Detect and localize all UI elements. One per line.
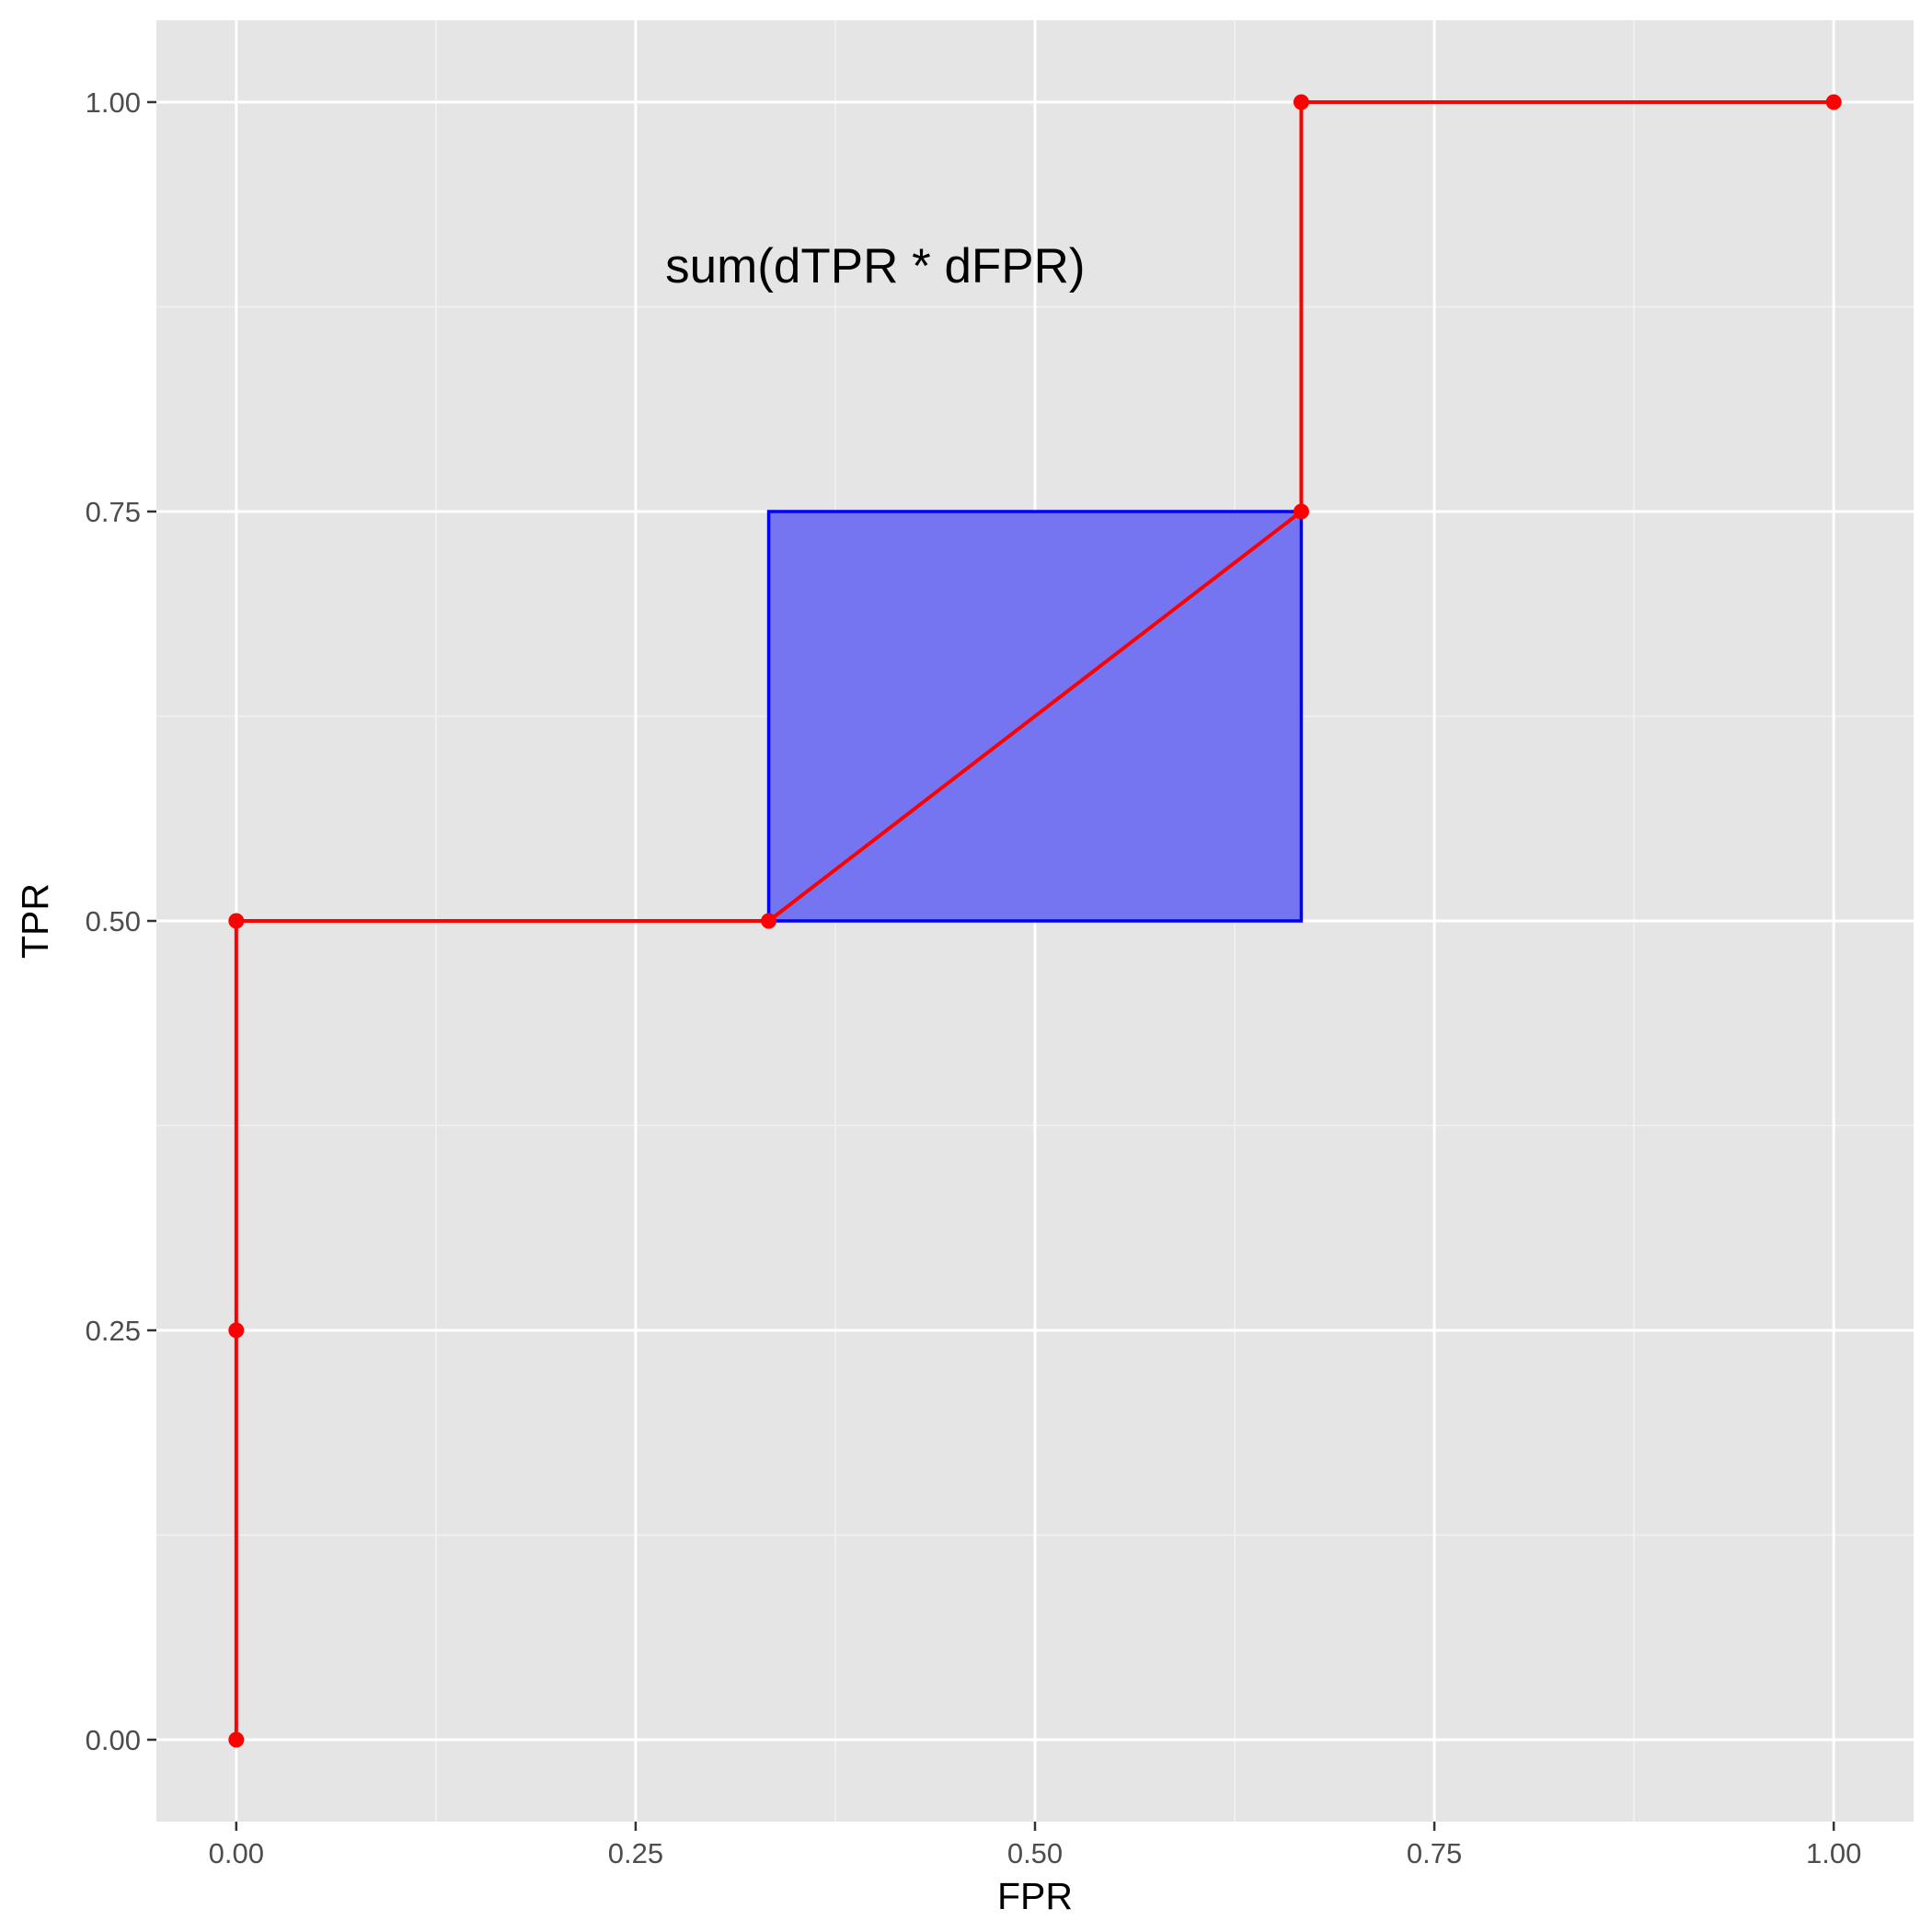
annotation-layer: sum(dTPR * dFPR): [665, 239, 1085, 293]
roc-point: [1293, 503, 1309, 520]
roc-point: [228, 1731, 245, 1748]
y-axis-title: TPR: [14, 883, 56, 959]
y-tick-label: 0.75: [86, 496, 141, 528]
roc-point: [1293, 94, 1309, 110]
x-tick-label: 0.00: [209, 1837, 264, 1869]
y-tick-label: 0.25: [86, 1315, 141, 1347]
x-tick-label: 1.00: [1806, 1837, 1861, 1869]
x-tick-label: 0.50: [1007, 1837, 1063, 1869]
y-tick-label: 0.00: [86, 1724, 141, 1756]
x-tick-label: 0.75: [1407, 1837, 1462, 1869]
roc-point: [228, 1322, 245, 1339]
annotation-label: sum(dTPR * dFPR): [665, 239, 1085, 293]
x-tick-label: 0.25: [608, 1837, 663, 1869]
roc-point: [761, 913, 777, 929]
roc-point-layer: [228, 94, 1842, 1748]
y-tick-label: 0.50: [86, 905, 141, 937]
x-axis: 0.00 0.25 0.50 0.75 1.00: [209, 1822, 1861, 1869]
y-axis: 0.00 0.25 0.50 0.75 1.00: [86, 86, 156, 1756]
roc-point: [1825, 94, 1842, 110]
roc-point: [228, 913, 245, 929]
y-tick-label: 1.00: [86, 86, 141, 119]
x-axis-title: FPR: [997, 1875, 1073, 1917]
